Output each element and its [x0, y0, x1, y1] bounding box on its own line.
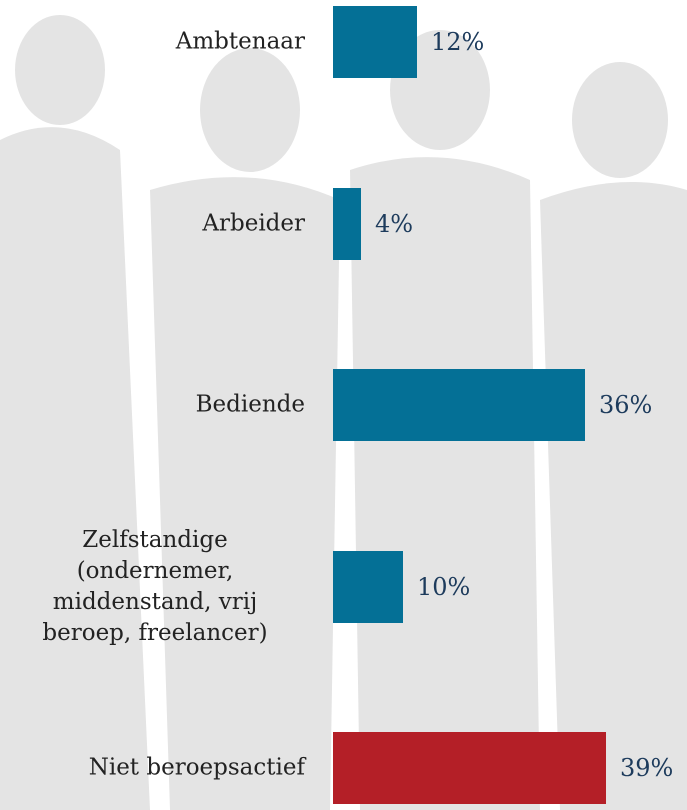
bar: [333, 551, 403, 623]
category-label: Bediende: [196, 390, 305, 421]
bar-row: Bediende 36%: [0, 369, 687, 441]
value-label: 4%: [375, 210, 413, 238]
category-label: Ambtenaar: [176, 27, 305, 58]
value-label: 39%: [620, 754, 673, 782]
value-label: 10%: [417, 573, 470, 601]
value-label: 36%: [599, 391, 652, 419]
value-label: 12%: [431, 28, 484, 56]
category-label: Arbeider: [202, 208, 305, 239]
chart: Ambtenaar 12% Arbeider 4% Bediende 36% Zelfsta…: [0, 0, 687, 810]
category-label: Niet beroepsactief: [89, 753, 305, 784]
category-label: Zelfstandige (ondernemer, middenstand, v…: [5, 525, 305, 649]
bar-row: Ambtenaar 12%: [0, 6, 687, 78]
bar-row: Niet beroepsactief 39%: [0, 732, 687, 804]
bar: [333, 732, 606, 804]
bar: [333, 188, 361, 260]
bar: [333, 369, 585, 441]
bar: [333, 6, 417, 78]
bar-row: Zelfstandige (ondernemer, middenstand, v…: [0, 551, 687, 623]
bar-row: Arbeider 4%: [0, 188, 687, 260]
